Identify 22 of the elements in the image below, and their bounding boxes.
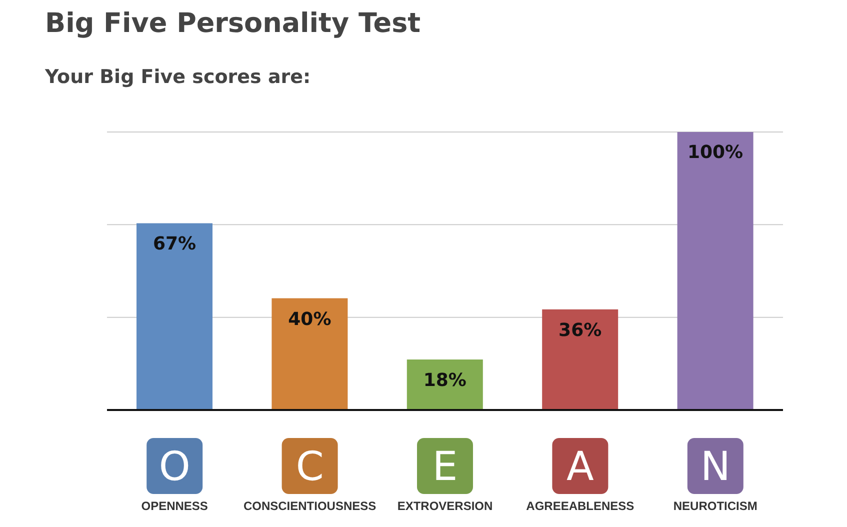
x-tick-label: OPENNESS — [141, 499, 208, 513]
data-label: 67% — [152, 234, 196, 255]
chart-subtitle: Your Big Five scores are: — [45, 66, 312, 90]
bar — [677, 132, 754, 410]
text: N — [700, 444, 730, 490]
bar — [542, 309, 618, 410]
chart-title: Big Five Personality Test — [45, 8, 422, 41]
text: O — [158, 444, 190, 490]
text: E — [432, 444, 458, 490]
bar — [406, 359, 483, 410]
x-tick-label: CONSCIENTIOUSNESS — [243, 499, 376, 513]
bar — [272, 298, 348, 410]
data-label: 18% — [423, 370, 466, 391]
x-tick-label: NEUROTICISM — [673, 499, 758, 513]
x-tick-label: AGREEABLENESS — [526, 499, 634, 513]
data-label: 40% — [288, 308, 332, 330]
x-tick-label: EXTROVERSION — [397, 499, 493, 513]
data-label: 100% — [687, 142, 744, 163]
text: C — [296, 444, 324, 490]
text: A — [566, 444, 595, 490]
bar — [136, 223, 212, 410]
data-label: 36% — [558, 320, 602, 341]
